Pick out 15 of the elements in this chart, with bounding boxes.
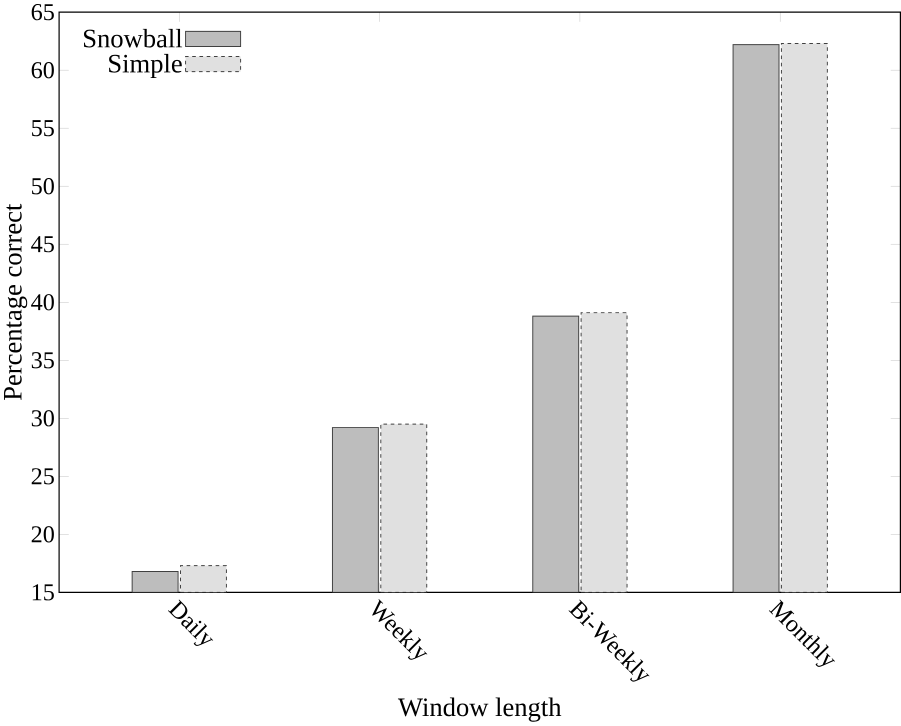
legend-label: Simple [109, 54, 182, 78]
y-tick-label: 50 [32, 178, 54, 194]
x-axis-title: Window length [398, 698, 562, 722]
y-tick-label: 55 [32, 120, 54, 136]
y-axis-title: Percentage correct [4, 204, 28, 400]
y-tick-label: 40 [31, 294, 54, 311]
y-tick-label: 45 [31, 236, 54, 252]
y-tick-label: 60 [32, 62, 54, 78]
y-tick-label: 15 [32, 584, 54, 601]
y-tick-label: 20 [32, 526, 54, 543]
legend-label: Snowball [84, 28, 182, 48]
y-tick-label: 65 [32, 4, 54, 20]
y-tick-label: 35 [32, 352, 54, 369]
y-tick-label: 30 [32, 410, 54, 427]
y-tick-label: 25 [32, 468, 54, 485]
